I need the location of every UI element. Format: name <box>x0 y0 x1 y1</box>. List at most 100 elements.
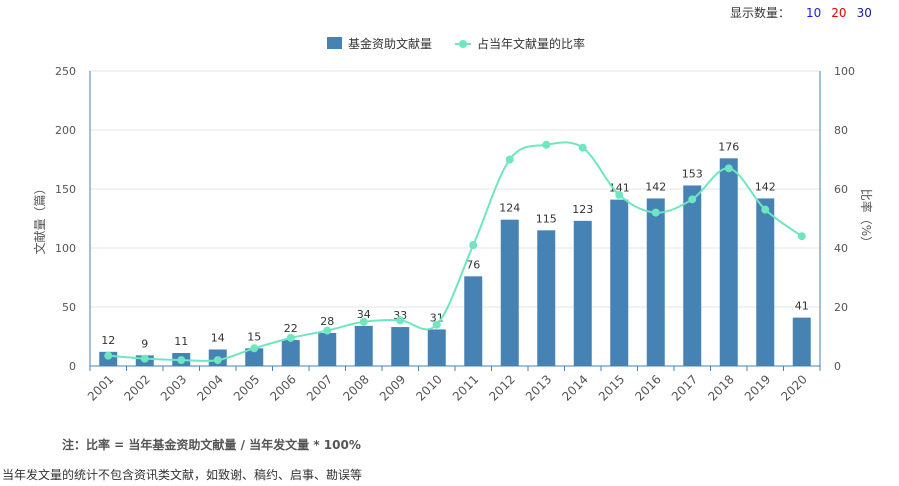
y-axis-title-left: 文献量（篇） <box>32 182 47 254</box>
exclusion-note: 当年发文量的统计不包含资讯类文献，如致谢、稿约、启事、勘误等 <box>2 468 363 482</box>
ratio-point <box>724 164 733 173</box>
x-tick-label: 2008 <box>340 372 371 403</box>
bar <box>391 327 410 366</box>
bar <box>792 317 811 366</box>
ratio-point <box>323 326 332 335</box>
ratio-point <box>359 317 368 326</box>
bar <box>683 185 702 366</box>
bar-value-label: 9 <box>141 337 148 350</box>
combo-chart: 0 50 100 150 200 250 0 20 40 60 80 100 文献量（篇） 比率（%） 12… <box>32 36 874 404</box>
right-tick-label: 20 <box>834 301 848 314</box>
ratio-point <box>432 320 441 329</box>
ratio-point <box>213 356 222 365</box>
bar-value-label: 34 <box>357 308 371 321</box>
bar-value-label: 123 <box>572 203 593 216</box>
bar <box>756 198 775 366</box>
bar <box>354 325 373 366</box>
ratio-line <box>108 141 803 363</box>
x-tick-label: 2010 <box>413 372 444 403</box>
bar-value-label: 76 <box>466 258 480 271</box>
ratio-point <box>578 143 587 152</box>
right-tick-label: 80 <box>834 124 848 137</box>
x-tick-label: 2003 <box>158 372 189 403</box>
x-tick-label: 2002 <box>121 372 152 403</box>
ratio-point <box>286 333 295 342</box>
ratio-point <box>651 208 660 217</box>
ratio-point <box>250 344 259 353</box>
x-tick-label: 2012 <box>486 372 517 403</box>
bar-value-label: 142 <box>755 180 776 193</box>
bar-value-label: 41 <box>795 300 809 313</box>
bar <box>719 158 738 366</box>
bar <box>573 220 592 366</box>
x-tick-label: 2020 <box>778 372 809 403</box>
x-tick-label: 2006 <box>267 372 298 403</box>
bar-value-label: 176 <box>718 140 739 153</box>
formula-note: 注：比率 = 当年基金资助文献量 / 当年发文量 * 100% <box>62 438 361 452</box>
x-tick-label: 2014 <box>559 372 590 403</box>
bar <box>427 329 446 366</box>
right-tick-label: 60 <box>834 183 848 196</box>
ratio-point <box>542 140 551 149</box>
bar <box>281 340 300 366</box>
left-tick-label: 250 <box>55 65 76 78</box>
ratio-point <box>177 356 186 365</box>
right-tick-label: 0 <box>834 360 841 373</box>
bar <box>646 198 665 366</box>
bar-value-label: 124 <box>499 202 520 215</box>
left-tick-label: 100 <box>55 242 76 255</box>
display-count-option-30[interactable]: 30 <box>856 6 872 20</box>
legend-swatch-bar <box>327 37 342 49</box>
bar <box>245 348 264 366</box>
ratio-point <box>396 316 405 325</box>
x-tick-label: 2007 <box>304 372 335 403</box>
legend-swatch-point <box>459 40 467 48</box>
ratio-point <box>797 232 806 241</box>
x-tick-label: 2017 <box>669 372 700 403</box>
bar-value-label: 142 <box>645 180 666 193</box>
bar <box>464 276 483 366</box>
x-tick-label: 2019 <box>742 372 773 403</box>
right-tick-label: 100 <box>834 65 855 78</box>
x-tick-label: 2004 <box>194 372 225 403</box>
bar-value-label: 115 <box>536 212 557 225</box>
legend-label-bar: 基金资助文献量 <box>348 36 432 51</box>
ratio-point <box>104 351 113 360</box>
ratio-point <box>688 195 697 204</box>
x-tick-label: 2018 <box>705 372 736 403</box>
x-tick-label: 2016 <box>632 372 663 403</box>
x-tick-label: 2001 <box>85 372 116 403</box>
left-tick-label: 200 <box>55 124 76 137</box>
ratio-point <box>505 155 514 164</box>
left-tick-label: 0 <box>69 360 76 373</box>
display-count-option-10[interactable]: 10 <box>806 6 822 20</box>
bar-value-label: 12 <box>101 334 115 347</box>
bar-value-label: 22 <box>284 322 298 335</box>
ratio-point <box>615 190 624 199</box>
left-tick-label: 50 <box>62 301 76 314</box>
x-tick-label: 2015 <box>596 372 627 403</box>
y-axis-title-right: 比率（%） <box>859 189 874 248</box>
x-tick-label: 2009 <box>377 372 408 403</box>
x-tick-label: 2013 <box>523 372 554 403</box>
bar-value-label: 141 <box>609 182 630 195</box>
bar-value-label: 14 <box>211 331 225 344</box>
display-count-selector: 显示数量： 10 20 30 <box>730 4 872 21</box>
display-count-option-20[interactable]: 20 <box>831 6 847 20</box>
bar <box>537 230 556 366</box>
ratio-point <box>469 241 478 250</box>
bar <box>318 332 337 366</box>
bar <box>500 219 519 366</box>
legend-label-line: 占当年文献量的比率 <box>477 36 585 51</box>
bar <box>610 199 629 366</box>
ratio-point <box>140 354 149 363</box>
right-tick-label: 40 <box>834 242 848 255</box>
x-tick-label: 2011 <box>450 372 481 403</box>
left-tick-label: 150 <box>55 183 76 196</box>
bar-value-label: 15 <box>247 330 261 343</box>
bar-value-label: 153 <box>682 167 703 180</box>
display-count-label: 显示数量： <box>730 6 791 20</box>
bar-value-label: 28 <box>320 315 334 328</box>
bar-value-label: 11 <box>174 335 188 348</box>
x-tick-label: 2005 <box>231 372 262 403</box>
